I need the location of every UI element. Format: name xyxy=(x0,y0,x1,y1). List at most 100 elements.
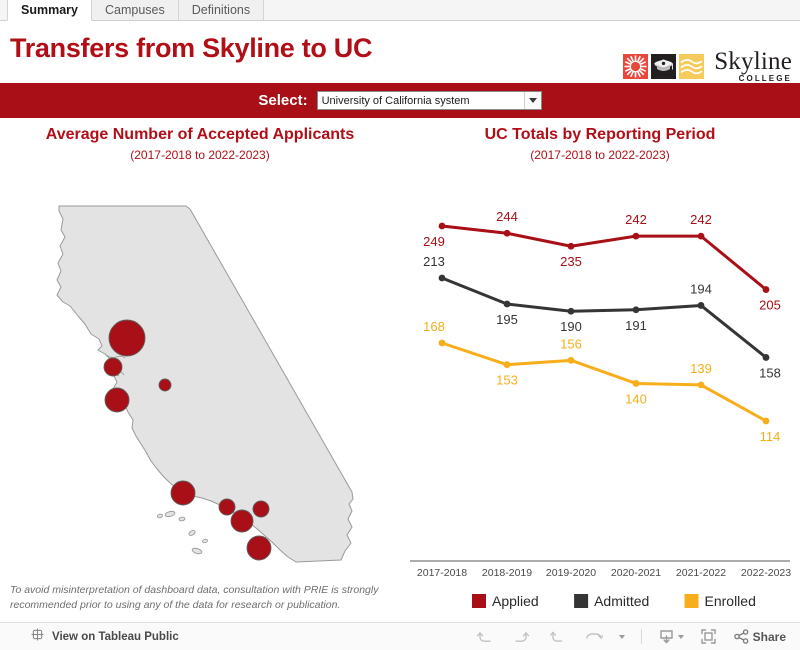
download-caret-icon[interactable] xyxy=(677,634,684,639)
graduation-cap-icon xyxy=(651,53,677,79)
logo-wordmark: Skyline COLLEGE xyxy=(714,49,792,83)
data-point-applied-2017-2018[interactable] xyxy=(438,222,446,230)
redo-button[interactable] xyxy=(511,629,531,645)
data-point-enrolled-2020-2021[interactable] xyxy=(632,380,640,387)
title-bar: Transfers from Skyline to UC xyxy=(0,21,800,83)
undo-button[interactable] xyxy=(475,629,495,645)
data-point-enrolled-2019-2020[interactable] xyxy=(567,356,575,364)
map-bubble-irvine[interactable] xyxy=(230,509,254,533)
value-label-applied-2018-2019: 244 xyxy=(496,209,518,224)
tab-definitions[interactable]: Definitions xyxy=(178,0,265,20)
data-point-admitted-2020-2021[interactable] xyxy=(632,306,640,314)
skyline-college-logo: Skyline COLLEGE xyxy=(623,49,792,83)
value-label-enrolled-2018-2019: 153 xyxy=(496,373,518,388)
legend-label-enrolled: Enrolled xyxy=(705,593,756,609)
value-label-admitted-2019-2020: 190 xyxy=(560,319,582,334)
map-bubble-san-diego[interactable] xyxy=(246,535,272,561)
series-line-applied[interactable] xyxy=(440,224,768,292)
uc-system-dropdown-value: University of California system xyxy=(321,94,470,107)
toolbar-divider xyxy=(640,629,642,644)
data-point-applied-2022-2023[interactable] xyxy=(762,286,770,293)
map-panel: Average Number of Accepted Applicants (2… xyxy=(0,126,400,576)
download-button[interactable] xyxy=(658,628,684,645)
value-label-applied-2022-2023: 205 xyxy=(759,298,781,313)
disclaimer-note: To avoid misinterpretation of dashboard … xyxy=(10,584,379,611)
map-bubble-santa-cruz[interactable] xyxy=(104,387,130,413)
value-label-admitted-2020-2021: 191 xyxy=(625,318,647,333)
california-map[interactable] xyxy=(0,174,400,564)
data-point-applied-2019-2020[interactable] xyxy=(567,242,575,250)
value-label-enrolled-2019-2020: 156 xyxy=(560,336,582,351)
fullscreen-button[interactable] xyxy=(700,628,717,645)
x-tick-2017-2018: 2017-2018 xyxy=(417,567,467,579)
x-tick-2019-2020: 2019-2020 xyxy=(546,567,596,579)
series-line-admitted[interactable] xyxy=(440,276,768,359)
data-point-enrolled-2017-2018[interactable] xyxy=(438,339,446,347)
value-label-admitted-2021-2022: 194 xyxy=(690,281,712,296)
filter-bar: Select: University of California system xyxy=(0,83,800,118)
refresh-dropdown-caret-icon[interactable] xyxy=(618,634,625,639)
data-point-admitted-2022-2023[interactable] xyxy=(762,354,770,361)
share-label: Share xyxy=(752,629,786,644)
value-label-applied-2021-2022: 242 xyxy=(690,212,712,227)
map-bubble-san-francisco[interactable] xyxy=(103,357,123,377)
revert-button[interactable] xyxy=(547,629,567,645)
tableau-logo-icon xyxy=(30,627,45,647)
share-button[interactable]: Share xyxy=(733,628,786,645)
legend-swatch-applied[interactable] xyxy=(472,594,486,608)
page-title: Transfers from Skyline to UC xyxy=(10,33,373,63)
tab-definitions-label: Definitions xyxy=(191,3,251,17)
logo-skyline-text: Skyline xyxy=(714,48,792,75)
data-point-admitted-2017-2018[interactable] xyxy=(438,274,446,282)
value-label-enrolled-2017-2018: 168 xyxy=(423,319,445,334)
value-label-applied-2017-2018: 249 xyxy=(423,234,445,249)
value-label-admitted-2018-2019: 195 xyxy=(496,312,518,327)
x-tick-2018-2019: 2018-2019 xyxy=(482,567,532,579)
tab-summary[interactable]: Summary xyxy=(7,0,92,21)
tab-bar: Summary Campuses Definitions xyxy=(0,0,800,21)
logo-college-text: COLLEGE xyxy=(738,74,792,83)
line-chart[interactable]: 2017-2018 2018-2019 2019-2020 2020-2021 2021… xyxy=(400,174,800,614)
view-on-tableau-public-link[interactable]: View on Tableau Public xyxy=(52,630,179,643)
map-bubble-berkeley[interactable] xyxy=(108,319,146,357)
value-label-enrolled-2020-2021: 140 xyxy=(625,391,647,406)
data-point-admitted-2021-2022[interactable] xyxy=(697,302,705,309)
series-line-enrolled[interactable] xyxy=(440,341,768,423)
legend-label-admitted: Admitted xyxy=(594,593,649,609)
map-bubble-riverside[interactable] xyxy=(252,500,270,518)
data-point-applied-2018-2019[interactable] xyxy=(503,229,511,237)
legend-swatch-enrolled[interactable] xyxy=(684,594,699,608)
tableau-toolbar: View on Tableau Public xyxy=(0,622,800,650)
tab-summary-label: Summary xyxy=(21,3,78,17)
refresh-button[interactable] xyxy=(583,629,603,645)
map-bubble-santa-barbara[interactable] xyxy=(170,480,196,506)
uc-system-dropdown[interactable]: University of California system xyxy=(316,91,542,110)
tab-campuses[interactable]: Campuses xyxy=(91,0,179,20)
value-label-applied-2019-2020: 235 xyxy=(560,254,582,269)
map-panel-subtitle: (2017-2018 to 2022-2023) xyxy=(130,148,270,162)
data-point-enrolled-2018-2019[interactable] xyxy=(503,361,511,369)
chart-panel: UC Totals by Reporting Period (2017-2018… xyxy=(400,126,800,616)
x-tick-2021-2022: 2021-2022 xyxy=(676,567,726,579)
value-label-applied-2020-2021: 242 xyxy=(625,212,647,227)
data-point-enrolled-2021-2022[interactable] xyxy=(697,381,705,389)
sun-icon xyxy=(623,53,649,79)
data-point-admitted-2019-2020[interactable] xyxy=(567,307,575,315)
chart-panel-title: UC Totals by Reporting Period xyxy=(484,126,716,143)
chevron-down-icon[interactable] xyxy=(523,92,541,109)
data-point-applied-2020-2021[interactable] xyxy=(632,232,640,240)
data-point-applied-2021-2022[interactable] xyxy=(697,232,705,240)
wave-icon xyxy=(679,53,705,79)
map-bubble-los-angeles[interactable] xyxy=(218,498,236,516)
filter-label: Select: xyxy=(258,92,308,109)
map-bubble-merced[interactable] xyxy=(158,378,172,392)
x-tick-2020-2021: 2020-2021 xyxy=(611,567,661,579)
value-label-enrolled-2021-2022: 139 xyxy=(690,361,712,376)
chart-panel-subtitle: (2017-2018 to 2022-2023) xyxy=(530,148,670,162)
data-point-enrolled-2022-2023[interactable] xyxy=(762,417,770,425)
x-tick-2022-2023: 2022-2023 xyxy=(741,567,791,579)
legend-swatch-admitted[interactable] xyxy=(574,594,589,608)
data-point-admitted-2018-2019[interactable] xyxy=(503,300,511,308)
legend-label-applied: Applied xyxy=(492,593,539,609)
